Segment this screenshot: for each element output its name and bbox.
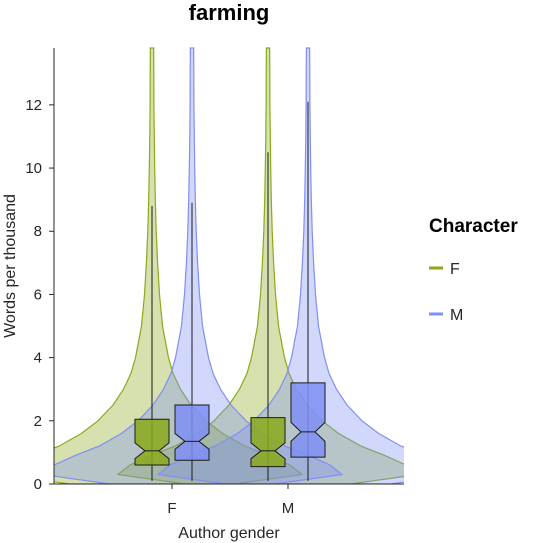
legend: Character FM — [429, 216, 518, 324]
chart-title: farming — [189, 0, 270, 25]
violins — [54, 47, 404, 484]
y-ticks: 0 2 4 6 8 10 12 — [25, 97, 54, 493]
legend-label-M: M — [450, 307, 463, 324]
legend-title: Character — [429, 216, 518, 237]
x-tick-label: M — [282, 500, 295, 517]
x-tick-label: F — [167, 500, 176, 517]
y-axis-title: Words per thousand — [2, 194, 19, 338]
y-tick-label: 12 — [25, 97, 42, 114]
boxplots — [134, 101, 326, 481]
y-tick-label: 0 — [34, 476, 42, 493]
notched-box-F-F — [134, 418, 170, 466]
y-tick-label: 6 — [34, 286, 42, 303]
x-axis-title: Author gender — [178, 525, 280, 542]
notched-box-M-M — [290, 382, 326, 458]
y-tick-label: 10 — [25, 160, 42, 177]
notched-box-M-F — [174, 404, 210, 461]
y-tick-label: 8 — [34, 223, 42, 240]
legend-items: FM — [429, 261, 463, 324]
notched-box-F-M — [250, 417, 286, 468]
legend-label-F: F — [450, 261, 460, 278]
y-tick-label: 2 — [34, 413, 42, 430]
y-tick-label: 4 — [34, 350, 42, 367]
plot-area — [54, 47, 404, 484]
axes — [53, 48, 404, 485]
